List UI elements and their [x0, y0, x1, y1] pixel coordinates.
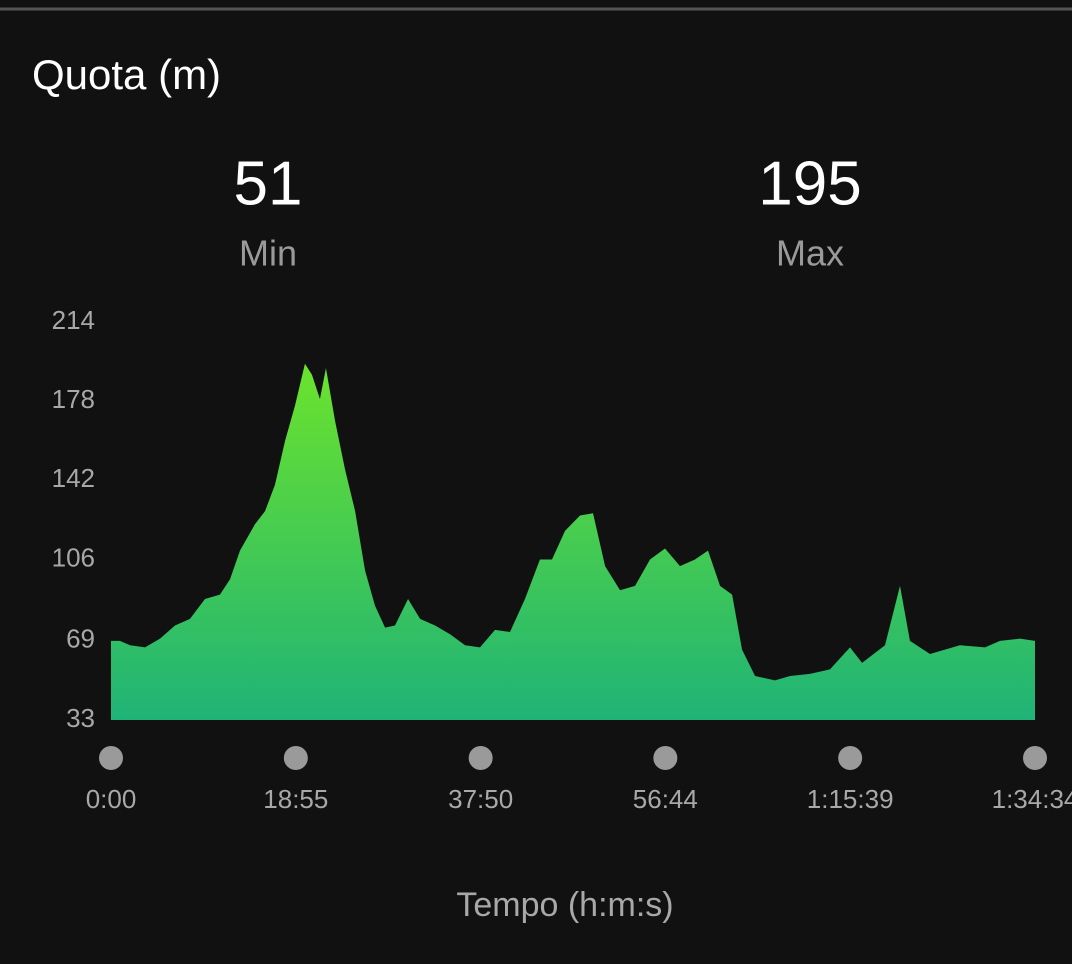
x-tick-dot: [283, 746, 308, 770]
y-tick-label: 214: [52, 305, 95, 335]
y-tick-label: 69: [66, 624, 95, 654]
x-tick-label: 1:34:34: [992, 784, 1072, 814]
stat-label: Min: [239, 233, 297, 274]
y-tick-label: 142: [52, 463, 95, 493]
x-tick-label: 56:44: [633, 784, 698, 814]
stat-value: 195: [758, 149, 861, 218]
area: [111, 363, 1035, 720]
y-tick-label: 178: [52, 384, 95, 414]
stat-value: 51: [234, 149, 303, 218]
x-tick-dot: [99, 746, 123, 770]
x-tick-label: 0:00: [86, 784, 137, 814]
x-axis-label: Tempo (h:m:s): [456, 886, 673, 924]
x-tick-dot: [653, 746, 678, 770]
x-tick-dot: [468, 746, 493, 770]
y-tick-label: 33: [66, 703, 95, 733]
stat-label: Max: [776, 233, 844, 274]
x-tick-dot: [838, 746, 863, 770]
x-tick-label: 18:55: [263, 784, 328, 814]
x-tick-label: 37:50: [448, 784, 513, 814]
x-tick-dot: [1023, 746, 1047, 770]
chart-title: Quota (m): [32, 51, 221, 98]
y-tick-label: 106: [52, 542, 95, 572]
x-tick-label: 1:15:39: [807, 784, 894, 814]
